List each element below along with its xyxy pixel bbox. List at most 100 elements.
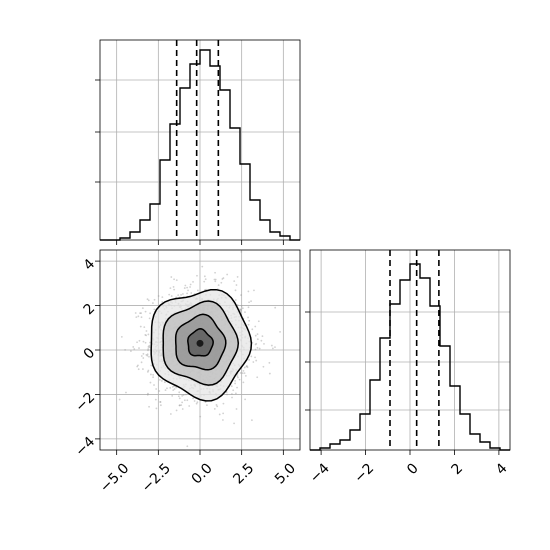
scatter-point [136,365,139,368]
scatter-point [169,287,172,290]
scatter-point [145,353,148,356]
scatter-point [220,281,223,284]
histogram-step [310,263,510,451]
scatter-point [144,333,147,336]
scatter-point [125,391,127,394]
scatter-point [138,347,140,349]
scatter-point [164,389,167,391]
scatter-point [170,276,173,278]
scatter-point [239,309,242,312]
scatter-point [256,346,259,349]
scatter-point [180,404,183,407]
y-tick-label: −2 [72,389,98,415]
scatter-point [140,312,142,315]
scatter-point [142,357,145,359]
scatter-point [171,394,174,397]
scatter-point [146,370,149,373]
scatter-point [163,381,166,384]
scatter-point [243,366,246,369]
scatter-point [161,301,164,303]
scatter-point [193,400,196,402]
scatter-point [255,342,258,345]
scatter-point [221,278,224,280]
scatter-point [233,280,236,283]
scatter-point [178,397,181,400]
scatter-point [196,289,199,292]
scatter-point [258,347,261,350]
scatter-point [270,344,273,347]
scatter-point [215,404,218,406]
scatter-point [240,304,243,307]
scatter-point [152,373,155,376]
scatter-point [118,398,121,401]
scatter-point [226,273,229,276]
scatter-point [148,317,151,320]
scatter-point [248,358,250,361]
scatter-point [250,300,252,303]
scatter-point [146,298,149,301]
scatter-point [177,294,180,297]
scatter-point [158,390,161,392]
scatter-point [263,342,265,345]
scatter-point [218,413,221,416]
scatter-contour-panel: −5.0 −2.5 0.0 2.5 5.0 −4 −2 0 2 4 [72,249,301,496]
scatter-point [189,283,192,286]
scatter-point [196,274,198,277]
scatter-point [139,325,142,328]
scatter-point [171,385,174,388]
scatter-point [247,306,250,309]
scatter-point [145,330,148,332]
scatter-point [190,292,193,294]
scatter-point [201,265,204,268]
scatter-point [183,399,186,402]
scatter-point [147,369,150,372]
scatter-point [172,389,175,392]
scatter-point [213,278,216,281]
scatter-point [175,386,178,389]
scatter-point [260,339,263,342]
scatter-point [135,316,138,318]
scatter-point [143,326,146,329]
scatter-point [247,290,250,293]
scatter-point [235,408,238,410]
scatter-point [181,408,184,410]
scatter-point [159,401,162,403]
scatter-point [149,312,151,315]
scatter-point [241,307,244,310]
scatter-point [240,250,243,253]
scatter-point [155,407,158,410]
scatter-point [256,333,259,336]
x-tick-label: 2 [449,460,467,478]
scatter-point [236,375,239,377]
contour-line [150,288,253,402]
scatter-point [246,365,248,367]
scatter-point [153,384,155,386]
scatter-point [173,388,176,390]
scatter-point [132,346,135,348]
scatter-point [175,409,178,412]
scatter-point [150,364,153,367]
scatter-point [178,391,181,394]
scatter-point [206,404,208,407]
scatter-point [175,279,178,282]
scatter-point [145,334,148,337]
x-tick-label: 0.0 [189,460,216,487]
scatter-point [233,422,235,425]
scatter-point [146,354,149,357]
scatter-point [160,454,162,456]
y-tick-label: 2 [81,301,99,319]
scatter-point [141,307,144,310]
scatter-point [271,347,274,350]
top-histogram-panel [95,39,301,245]
y-tick-label: −4 [72,434,98,460]
scatter-point [255,359,258,362]
scatter-point [236,386,238,389]
axes-frame [309,249,511,451]
scatter-point [169,413,172,415]
scatter-point [196,401,199,404]
scatter-point [248,319,251,322]
scatter-point [232,389,235,392]
scatter-point [217,284,220,286]
scatter-point [180,293,182,296]
x-tick-label: 5.0 [272,460,299,487]
